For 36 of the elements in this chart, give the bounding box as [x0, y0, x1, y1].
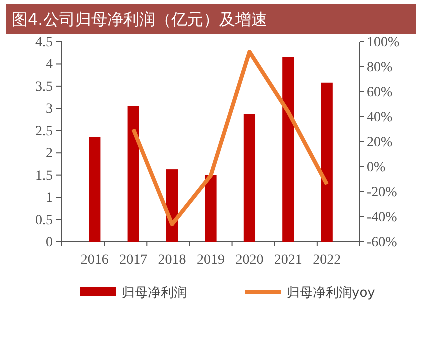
y2-tick-label: 0%: [367, 160, 386, 176]
x-tick-label: 2019: [197, 253, 225, 268]
line-series: [132, 50, 330, 226]
y2-tick-label: 20%: [367, 135, 393, 150]
bar: [128, 106, 140, 242]
y-tick-label: 4.5: [36, 35, 53, 50]
y-tick-label: 4: [46, 58, 53, 73]
y2-tick-label: 40%: [367, 110, 393, 126]
y-tick-label: 1: [46, 191, 53, 206]
y2-tick-label: 80%: [367, 60, 393, 76]
y-tick-label: 0.5: [36, 213, 53, 228]
y-tick-label: 0: [46, 235, 53, 250]
chart-title: 图4.公司归母净利润（亿元）及增速: [12, 10, 268, 29]
y-tick-label: 2: [46, 146, 53, 162]
bar: [282, 57, 294, 242]
bar: [89, 137, 101, 242]
y2-tick-label: -60%: [367, 235, 398, 250]
x-tick-label: 2022: [313, 253, 342, 268]
x-tick-label: 2020: [236, 253, 264, 268]
legend-label: 归母净利润yoy: [287, 286, 376, 301]
bar: [205, 175, 217, 242]
bar: [244, 114, 256, 242]
y-tick-label: 1.5: [36, 168, 53, 184]
x-tick-label: 2018: [158, 253, 186, 268]
y2-tick-label: 100%: [367, 35, 400, 50]
x-tick-label: 2016: [80, 253, 109, 268]
y2-tick-label: -40%: [367, 210, 398, 226]
y-tick-label: 2.5: [36, 124, 53, 140]
bar: [321, 82, 333, 242]
y2-tick-label: -20%: [367, 185, 398, 200]
x-tick-label: 2017: [120, 253, 148, 268]
y2-tick-label: 60%: [367, 85, 393, 100]
x-tick-label: 2021: [274, 253, 302, 268]
y-tick-label: 3.5: [36, 80, 53, 95]
y-tick-label: 3: [46, 102, 53, 118]
legend-label: 归母净利润: [122, 286, 187, 301]
